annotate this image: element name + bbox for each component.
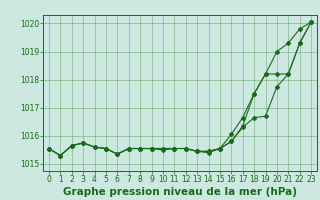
X-axis label: Graphe pression niveau de la mer (hPa): Graphe pression niveau de la mer (hPa) xyxy=(63,187,297,197)
